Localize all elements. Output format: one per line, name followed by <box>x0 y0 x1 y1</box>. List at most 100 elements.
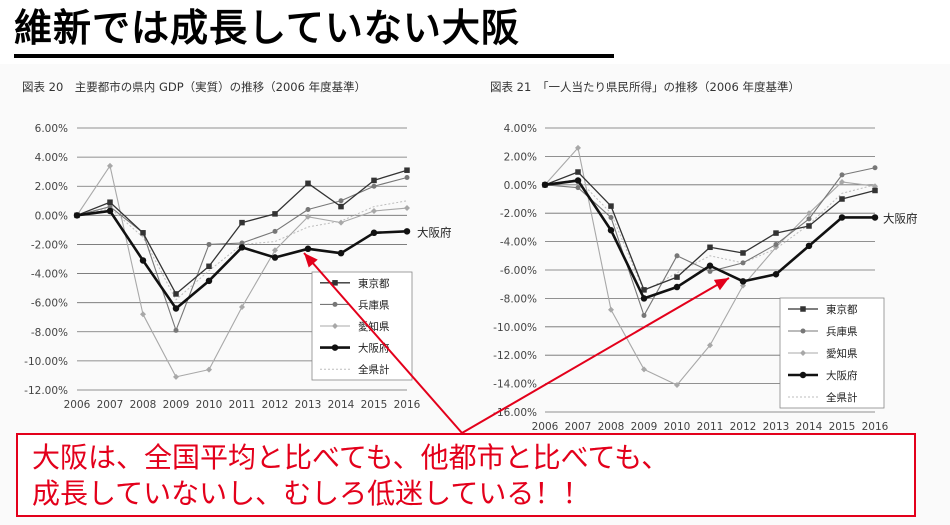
data-point-兵庫県 <box>773 241 779 247</box>
data-point-大阪府 <box>238 244 246 251</box>
data-point-大阪府 <box>337 249 345 257</box>
y-tick-label: -6.00% <box>500 265 537 277</box>
callout-line-2: 成長していないし、むしろ低迷している！！ <box>32 477 591 510</box>
data-point-東京都 <box>305 180 311 187</box>
data-point-兵庫県 <box>239 240 245 246</box>
data-point-大阪府 <box>673 283 681 291</box>
callout-arrow-right-head <box>713 278 729 291</box>
y-tick-label: -14.00% <box>493 379 537 391</box>
data-point-兵庫県 <box>107 204 113 210</box>
legend-label-全県計: 全県計 <box>358 363 390 376</box>
data-point-大阪府 <box>574 177 582 184</box>
legend-label-兵庫県: 兵庫県 <box>826 325 858 338</box>
y-tick-label: 0.00% <box>504 180 537 192</box>
x-tick-label: 2010 <box>196 399 223 411</box>
data-point-兵庫県 <box>740 260 746 266</box>
legend-label-愛知県: 愛知県 <box>358 320 390 333</box>
data-point-東京都 <box>404 167 410 173</box>
data-point-大阪府 <box>205 277 213 285</box>
data-point-大阪府 <box>370 229 378 237</box>
data-point-東京都 <box>107 199 113 205</box>
data-point-愛知県 <box>404 205 410 212</box>
legend-label-大阪府: 大阪府 <box>826 369 858 382</box>
data-point-愛知県 <box>575 144 581 151</box>
y-tick-label: -10.00% <box>493 322 537 334</box>
data-point-大阪府 <box>172 305 180 312</box>
data-point-愛知県 <box>641 366 647 373</box>
y-tick-label: -4.00% <box>31 269 68 281</box>
data-point-兵庫県 <box>371 183 377 189</box>
data-point-兵庫県 <box>206 241 212 247</box>
x-tick-label: 2008 <box>598 421 625 433</box>
data-point-東京都 <box>641 287 647 293</box>
data-point-兵庫県 <box>305 207 311 213</box>
data-point-愛知県 <box>173 373 179 380</box>
data-point-大阪府 <box>739 278 747 285</box>
y-tick-label: 2.00% <box>35 181 68 193</box>
x-tick-label: 2015 <box>361 399 388 411</box>
data-point-兵庫県 <box>173 327 179 333</box>
x-tick-label: 2012 <box>262 399 289 411</box>
legend-label-東京都: 東京都 <box>826 303 858 316</box>
legend-label-大阪府: 大阪府 <box>358 342 390 355</box>
data-point-兵庫県 <box>338 198 344 204</box>
legend-label-東京都: 東京都 <box>358 277 390 290</box>
legend-marker-愛知県 <box>800 350 806 356</box>
chart-title: 図表 20 主要都市の県内 GDP（実質）の推移（2006 年度基準） <box>22 80 366 94</box>
x-tick-label: 2010 <box>664 421 691 433</box>
page-title: 維新では成長していない大阪 <box>14 6 520 50</box>
y-tick-label: -2.00% <box>500 208 537 220</box>
data-point-兵庫県 <box>806 216 812 222</box>
y-tick-label: 2.00% <box>504 151 537 163</box>
data-point-兵庫県 <box>641 312 647 318</box>
legend-marker-東京都 <box>332 280 338 286</box>
data-point-大阪府 <box>106 207 114 215</box>
chart-2: 図表 21 「一人当たり県民所得」の推移（2006 年度基準） 4.00% 2.00… <box>490 80 918 433</box>
callout-arrows <box>303 252 730 434</box>
y-tick-label: 0.00% <box>35 210 68 222</box>
x-tick-label: 2011 <box>697 421 724 433</box>
x-tick-label: 2011 <box>229 399 256 411</box>
data-point-東京都 <box>806 223 812 229</box>
legend-marker-兵庫県 <box>800 328 806 334</box>
data-point-大阪府 <box>73 212 81 219</box>
data-point-兵庫県 <box>707 268 713 274</box>
callout-arrow-left-shaft <box>303 252 463 434</box>
series-line-全県計 <box>76 200 408 301</box>
data-point-東京都 <box>674 274 680 280</box>
x-tick-label: 2014 <box>328 399 355 411</box>
data-point-兵庫県 <box>404 174 410 180</box>
title-underline <box>14 54 614 58</box>
end-label-osaka: 大阪府 <box>417 225 452 239</box>
data-point-愛知県 <box>806 210 812 217</box>
data-point-愛知県 <box>707 342 713 349</box>
y-tick-label: 6.00% <box>35 123 68 135</box>
x-tick-label: 2014 <box>796 421 823 433</box>
data-point-愛知県 <box>371 207 377 214</box>
data-point-東京都 <box>206 263 212 270</box>
x-tick-label: 2007 <box>97 399 124 411</box>
callout-arrow-right-shaft <box>461 277 730 434</box>
legend-marker-大阪府 <box>331 344 339 351</box>
callout-arrow-left-head <box>304 253 318 268</box>
data-point-東京都 <box>371 177 377 184</box>
data-point-愛知県 <box>107 162 113 169</box>
y-tick-label: -2.00% <box>31 239 68 251</box>
y-tick-label: -12.00% <box>493 350 537 362</box>
data-point-兵庫県 <box>272 228 278 234</box>
y-tick-label: -8.00% <box>31 327 68 339</box>
data-point-東京都 <box>173 291 179 297</box>
data-point-愛知県 <box>872 183 878 190</box>
legend-marker-愛知県 <box>332 323 338 329</box>
data-point-愛知県 <box>839 178 845 185</box>
data-point-愛知県 <box>338 219 344 226</box>
chart-title: 図表 21 「一人当たり県民所得」の推移（2006 年度基準） <box>490 80 800 94</box>
data-point-兵庫県 <box>674 253 680 259</box>
data-point-大阪府 <box>838 214 846 221</box>
data-point-愛知県 <box>674 382 680 389</box>
data-point-東京都 <box>140 230 146 236</box>
data-point-兵庫県 <box>839 172 845 178</box>
data-point-兵庫県 <box>608 214 614 220</box>
data-point-愛知県 <box>608 306 614 313</box>
y-tick-label: -10.00% <box>24 356 68 368</box>
